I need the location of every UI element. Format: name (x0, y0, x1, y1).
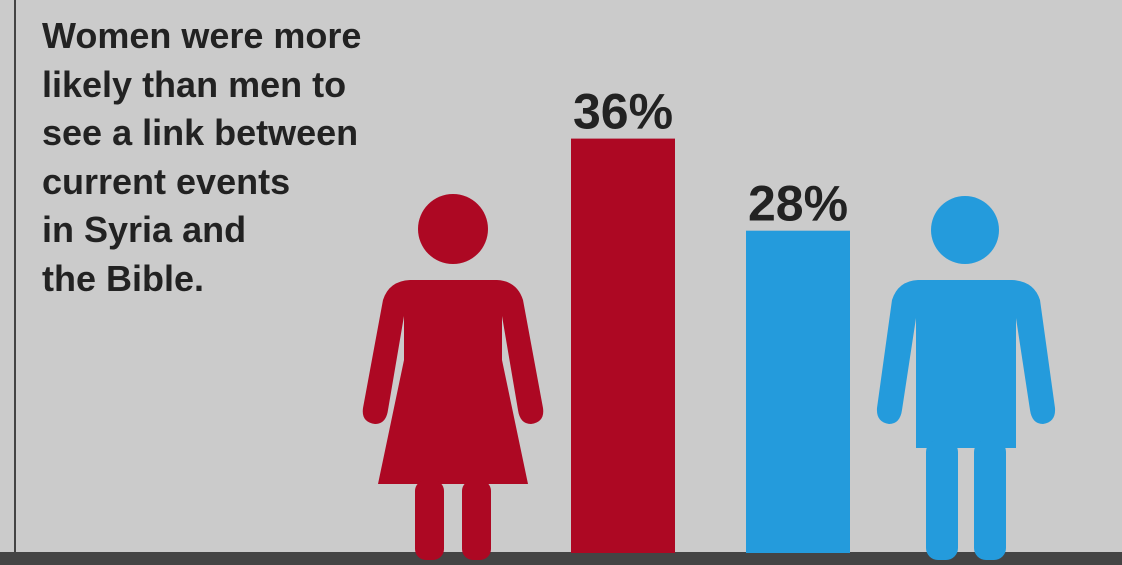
bar-label-women: 36% (573, 84, 673, 140)
bar-women (571, 138, 675, 553)
bar-men (746, 230, 850, 553)
woman-icon (362, 194, 544, 560)
headline: Women were more likely than men to see a… (42, 12, 432, 303)
headline-line-6: the Bible. (42, 257, 205, 299)
man-icon (876, 196, 1056, 560)
headline-line-1: Women were more (42, 15, 362, 56)
bars-layer: 36% 28% (571, 84, 850, 553)
bar-label-men: 28% (748, 176, 848, 232)
headline-line-5: in Syria and (42, 209, 247, 250)
headline-line-3: see a link between (42, 112, 359, 153)
headline-line-4: current events (42, 160, 291, 202)
chart-baseline (0, 552, 1122, 565)
headline-line-2: likely than men to (42, 63, 347, 105)
